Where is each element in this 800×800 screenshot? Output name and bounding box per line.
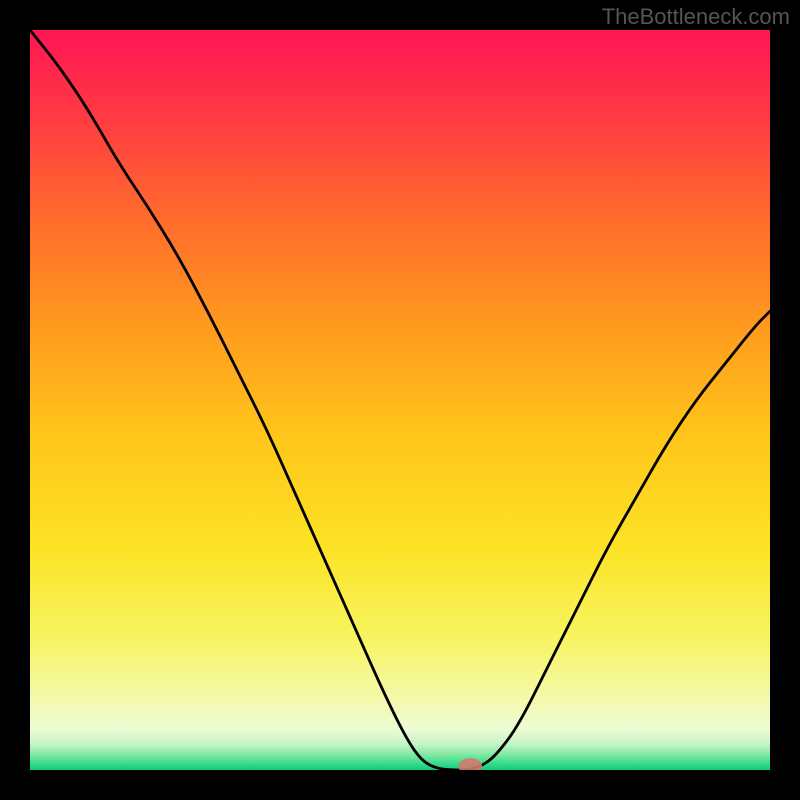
frame-border-left xyxy=(0,0,30,800)
chart-container: TheBottleneck.com xyxy=(0,0,800,800)
watermark-text: TheBottleneck.com xyxy=(602,4,790,30)
plot-area xyxy=(30,30,770,770)
gradient-background xyxy=(30,30,770,770)
frame-border-right xyxy=(770,0,800,800)
chart-svg xyxy=(30,30,770,770)
frame-border-bottom xyxy=(0,770,800,800)
